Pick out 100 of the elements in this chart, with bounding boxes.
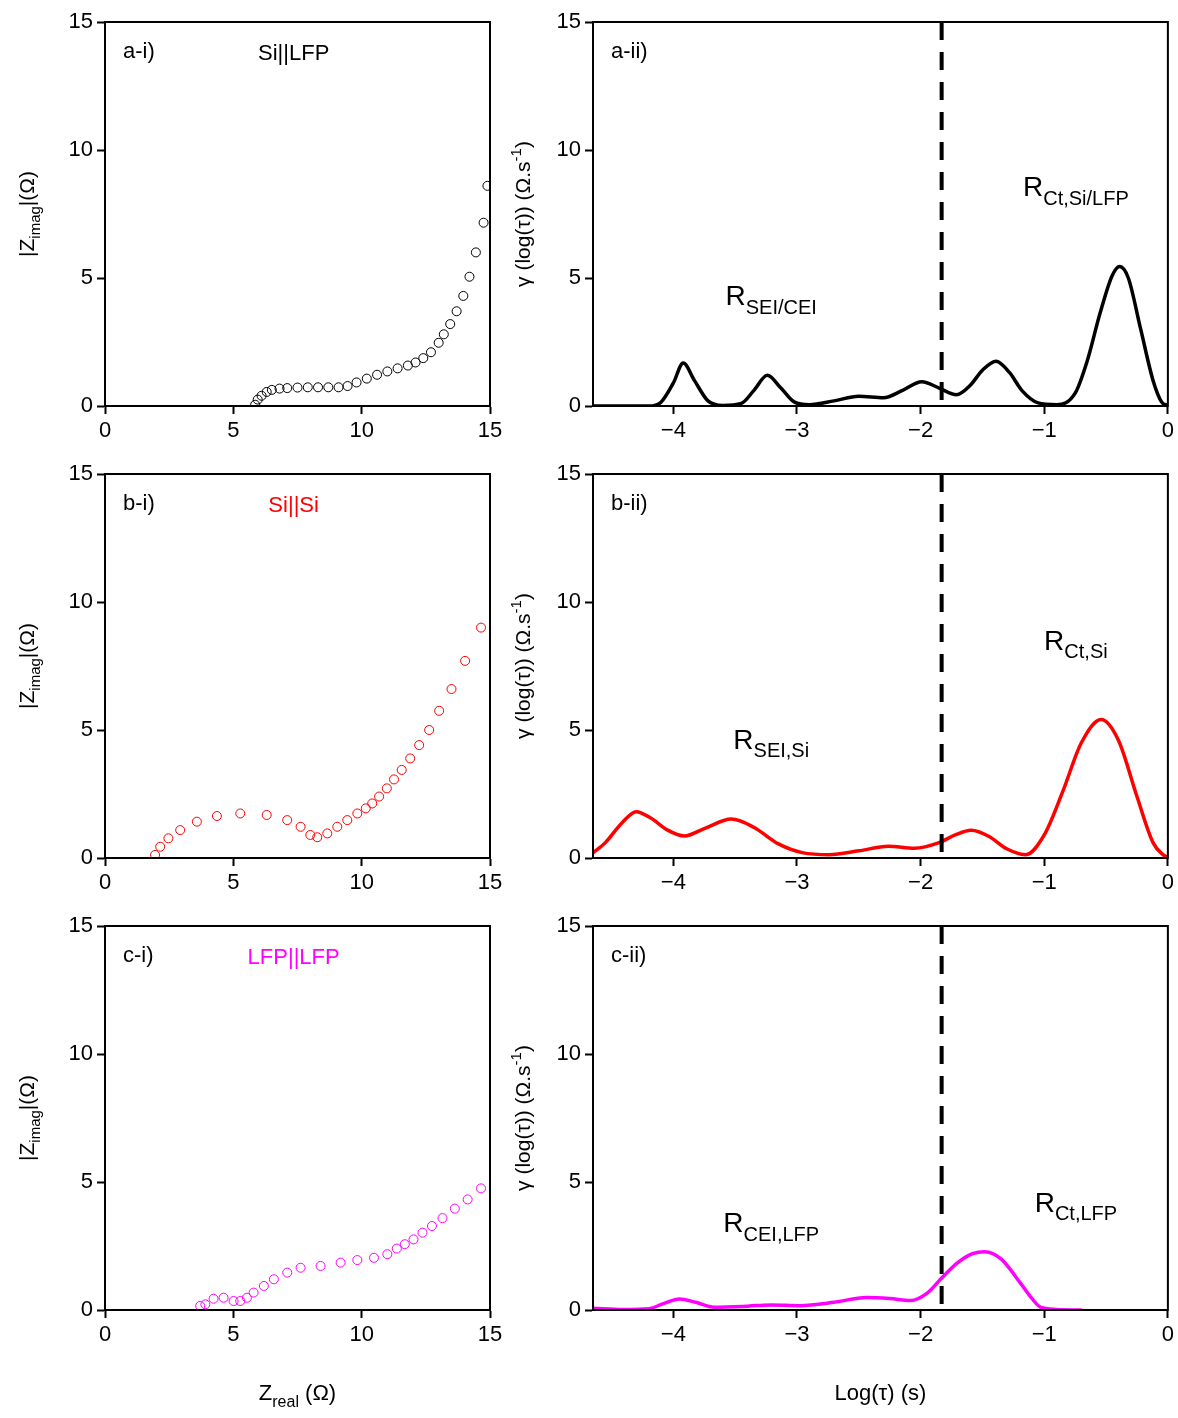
point (458, 290, 469, 301)
y-tick-label: 0 (80, 392, 93, 418)
text: c-ii) (611, 942, 647, 967)
point (261, 809, 272, 820)
x-tick-label: 0 (98, 1321, 112, 1347)
x-tick-label: 10 (349, 869, 374, 895)
point (418, 353, 429, 364)
y-axis-title: γ (log(τ)) (Ω.s-1) (506, 141, 534, 287)
point (342, 815, 353, 826)
point (434, 705, 445, 716)
point (361, 373, 372, 384)
y-tick-label: 5 (80, 1168, 93, 1194)
point (410, 357, 421, 368)
point (282, 383, 293, 394)
point (295, 1262, 306, 1273)
point (163, 833, 174, 844)
point (437, 1213, 448, 1224)
point (312, 832, 323, 843)
x-tick-label: −3 (784, 417, 810, 443)
point (268, 1274, 279, 1285)
y-tick-label: 15 (68, 912, 93, 938)
point (295, 821, 306, 832)
point (323, 382, 334, 393)
y-tick-label: 15 (556, 8, 581, 34)
point (425, 347, 436, 358)
x-tick-label: −1 (1031, 1321, 1057, 1347)
point (191, 816, 202, 827)
x-tick-label: 5 (227, 417, 240, 443)
point (335, 1257, 346, 1268)
y-axis-title: |Zimag|(Ω) (15, 171, 44, 257)
point (211, 811, 222, 822)
x-tick-label: −3 (784, 869, 810, 895)
point (451, 306, 462, 317)
x-tick-label: −4 (660, 1321, 686, 1347)
point (367, 798, 378, 809)
point (424, 725, 435, 735)
point (382, 1249, 393, 1260)
point (261, 386, 272, 397)
y-tick-label: 5 (568, 716, 581, 742)
x-tick-label: 15 (477, 417, 503, 443)
y-tick-label: 0 (568, 1296, 581, 1322)
text: a-ii) (611, 38, 648, 63)
x-tick-label: 5 (227, 1321, 240, 1347)
line-series (593, 1249, 1084, 1310)
text: c-i) (123, 942, 154, 967)
text: Si||Si (268, 492, 319, 517)
point (248, 1287, 259, 1298)
y-tick-label: 5 (80, 264, 93, 290)
point (228, 1296, 239, 1307)
point (313, 382, 324, 393)
y-tick-label: 0 (80, 1296, 93, 1322)
x-tick-label: 5 (227, 869, 240, 895)
x-tick-label: 0 (98, 869, 112, 895)
point (274, 383, 285, 394)
y-tick-label: 10 (556, 136, 581, 162)
text: b-ii) (611, 490, 648, 515)
point (417, 1227, 428, 1238)
point (464, 271, 475, 282)
point (445, 319, 456, 330)
x-tick-label: −1 (1031, 417, 1057, 443)
x-tick-label: −2 (908, 1321, 934, 1347)
point (208, 1293, 219, 1304)
point (351, 377, 362, 388)
y-axis-title: γ (log(τ)) (Ω.s-1) (506, 593, 534, 739)
x-tick-label: 10 (349, 1321, 374, 1347)
y-tick-label: 0 (80, 844, 93, 870)
point (405, 753, 416, 764)
point (266, 384, 277, 395)
point (382, 366, 393, 377)
point (396, 764, 407, 775)
point (150, 849, 161, 858)
point (478, 217, 489, 228)
x-tick-label: −1 (1031, 869, 1057, 895)
x-tick-label: −2 (908, 869, 934, 895)
y-tick-label: 10 (556, 588, 581, 614)
x-tick-label: −2 (908, 417, 934, 443)
x-tick-label: 15 (477, 869, 503, 895)
y-tick-label: 5 (80, 716, 93, 742)
point (374, 791, 385, 802)
y-axis-title: γ (log(τ)) (Ω.s-1) (506, 1045, 534, 1191)
point (402, 360, 413, 371)
text: a-i) (123, 38, 155, 63)
point (200, 1299, 211, 1310)
point (302, 382, 313, 393)
point (433, 337, 444, 348)
point (235, 808, 246, 819)
y-tick-label: 15 (68, 460, 93, 486)
point (446, 684, 457, 695)
point (408, 1234, 419, 1245)
point (368, 1252, 379, 1263)
point (315, 1260, 326, 1271)
line-series (593, 717, 1168, 858)
x-tick-label: −4 (660, 417, 686, 443)
y-tick-label: 0 (568, 844, 581, 870)
point (352, 1255, 363, 1266)
y-tick-label: 5 (568, 264, 581, 290)
point (218, 1292, 229, 1303)
y-axis-title: |Zimag|(Ω) (15, 1075, 44, 1161)
y-tick-label: 10 (68, 136, 93, 162)
point (256, 390, 267, 401)
